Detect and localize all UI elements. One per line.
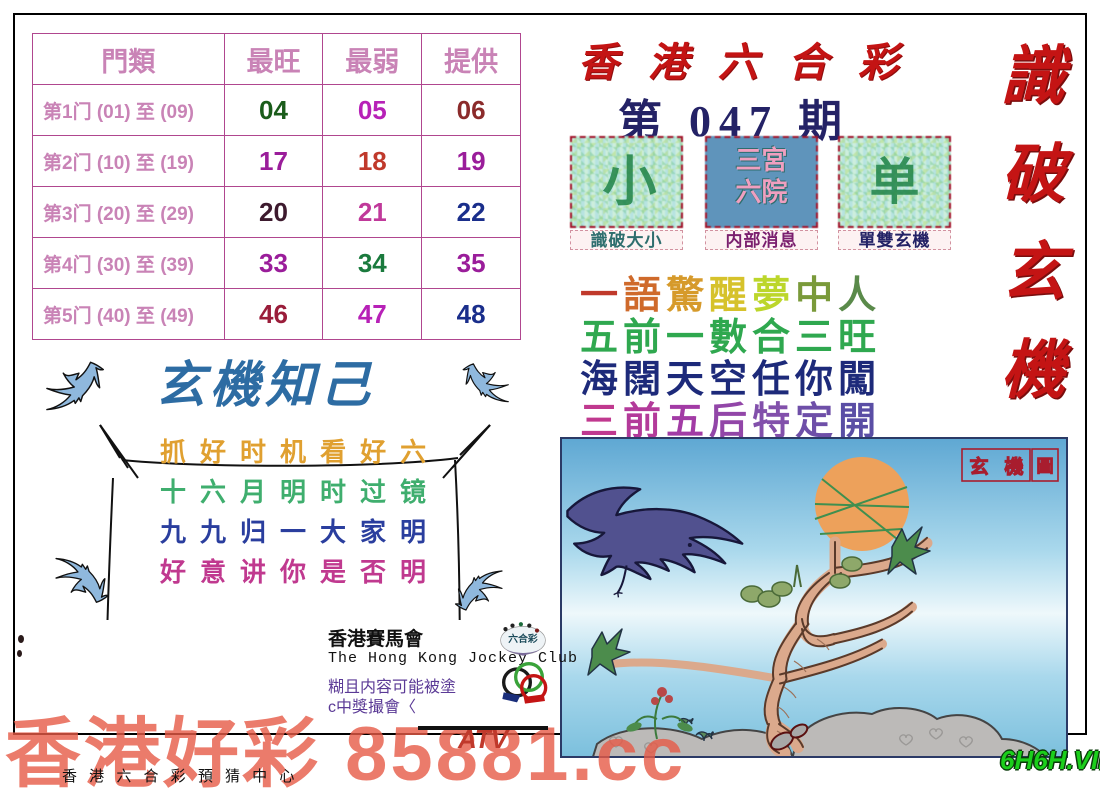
svg-text:機: 機 <box>1004 455 1023 478</box>
svg-text:六合彩: 六合彩 <box>508 632 538 645</box>
svg-text:圖: 圖 <box>1037 457 1054 476</box>
svg-text:玄: 玄 <box>969 455 988 478</box>
svg-text:ATV: ATV <box>457 724 511 754</box>
